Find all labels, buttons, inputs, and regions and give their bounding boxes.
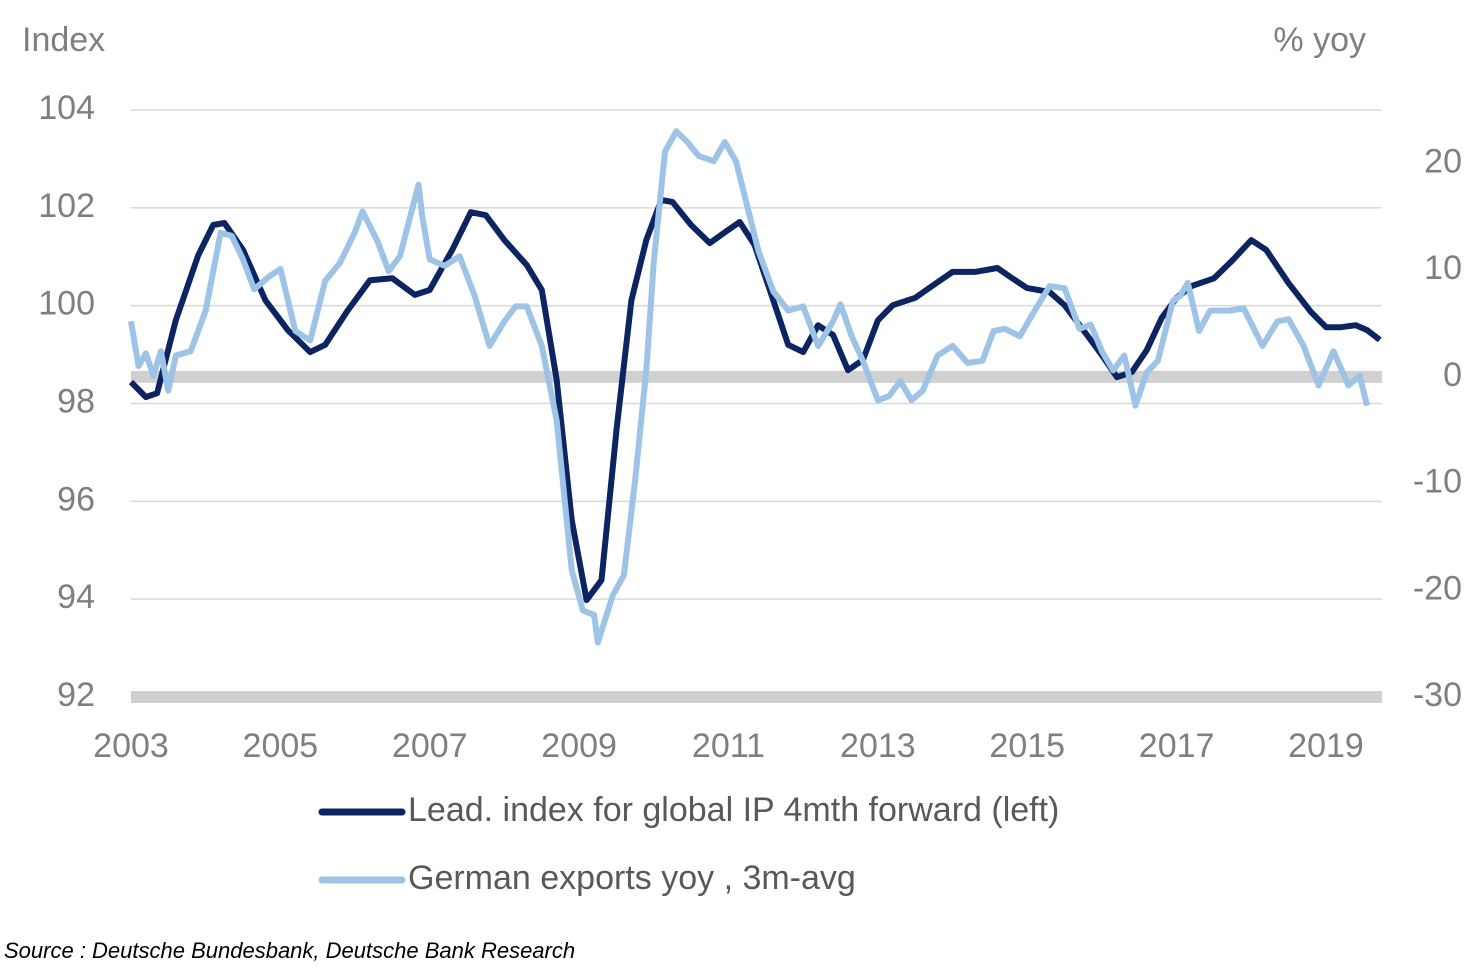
x-tick-label: 2015 <box>989 727 1065 765</box>
series-line <box>128 197 1382 604</box>
y-tick-label: 100 <box>38 285 95 323</box>
x-tick-label: 2005 <box>243 727 319 765</box>
y-tick-label: 94 <box>57 578 95 616</box>
x-tick-label: 2011 <box>692 727 765 765</box>
x-tick-label: 2007 <box>392 727 468 765</box>
y2-tick-label: -20 <box>1413 569 1462 607</box>
source: Source : Deutsche Bundesbank, Deutsche B… <box>4 938 575 963</box>
legend-label: German exports yoy , 3m-avg <box>408 859 856 897</box>
series-line <box>128 128 1371 646</box>
y-tick-label: 98 <box>57 382 95 420</box>
x-tick-label: 2009 <box>541 727 617 765</box>
legend-label: Lead. index for global IP 4mth forward (… <box>408 791 1059 829</box>
y-axis-label: Index <box>22 21 105 59</box>
x-tick-label: 2019 <box>1288 727 1364 765</box>
y2-tick-label: 0 <box>1443 356 1462 394</box>
x-tick-label: 2013 <box>840 727 916 765</box>
y2-tick-label: -10 <box>1413 463 1462 501</box>
y-tick-label: 92 <box>57 676 95 714</box>
y-tick-label: 102 <box>38 187 95 225</box>
y2-tick-label: 20 <box>1424 142 1462 180</box>
y2-tick-label: 10 <box>1424 249 1462 287</box>
y-tick-label: 104 <box>38 89 95 127</box>
y2-axis-label: % yoy <box>1273 21 1366 59</box>
x-tick-label: 2003 <box>93 727 169 765</box>
x-tick-label: 2017 <box>1139 727 1215 765</box>
y2-tick-label: -30 <box>1413 676 1462 714</box>
y-tick-label: 96 <box>57 480 95 518</box>
